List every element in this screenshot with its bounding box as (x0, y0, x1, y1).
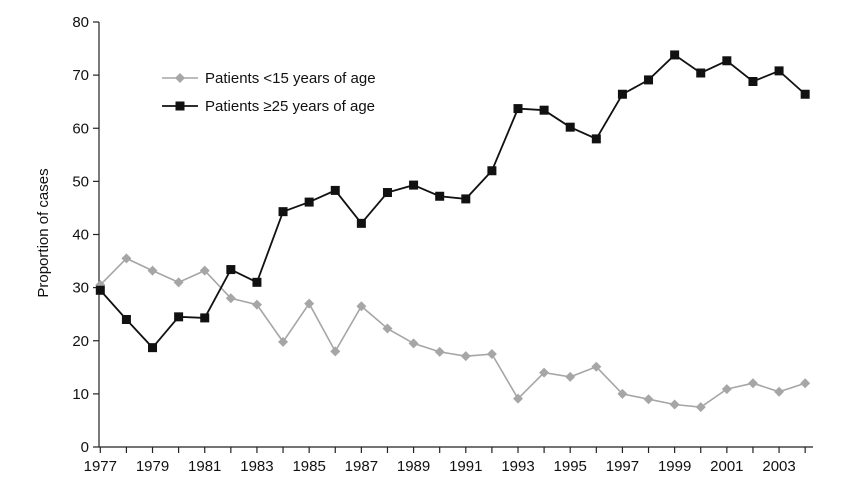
legend-item: Patients ≥25 years of age (162, 98, 375, 115)
data-point (330, 185, 340, 195)
data-point (200, 313, 210, 323)
data-point (199, 265, 210, 276)
data-point (774, 66, 784, 76)
data-point (539, 367, 550, 378)
x-tick-label: 1987 (345, 458, 378, 475)
data-point (460, 351, 471, 362)
data-point (670, 50, 680, 60)
data-point (695, 402, 706, 413)
data-point (382, 188, 392, 198)
y-tick-label: 70 (72, 67, 89, 84)
series-25-plus (95, 50, 810, 353)
x-tick-label: 2003 (762, 458, 795, 475)
x-axis: 1977 1979 1981 1983 1985 1987 1989 1991 1993 1995… (84, 446, 813, 475)
x-tick-label: 1983 (240, 458, 273, 475)
series-layer (95, 50, 811, 413)
y-axis-title: Proportion of cases (35, 168, 52, 297)
x-tick-label: 1985 (292, 458, 325, 475)
data-point (748, 77, 758, 86)
data-point (617, 388, 628, 399)
data-point (226, 265, 236, 275)
data-point (643, 394, 654, 405)
legend: Patients <15 years of age Patients ≥25 ye… (162, 70, 376, 115)
data-point (461, 194, 471, 204)
data-point (304, 298, 315, 309)
data-point (591, 361, 602, 372)
data-point (147, 265, 158, 276)
data-point (356, 301, 367, 312)
data-point (382, 323, 393, 334)
x-tick-label: 1981 (188, 458, 221, 475)
y-tick-label: 10 (72, 386, 89, 403)
data-point (95, 285, 105, 295)
data-point (251, 299, 262, 310)
data-point (252, 277, 262, 287)
x-tick-label: 1999 (658, 458, 691, 475)
y-tick-label: 0 (81, 439, 89, 456)
series-under-15 (95, 253, 811, 413)
data-point (591, 134, 601, 144)
data-point (148, 343, 158, 353)
legend-label: Patients ≥25 years of age (205, 98, 375, 115)
legend-label: Patients <15 years of age (205, 70, 376, 87)
y-axis: 0 10 20 30 40 50 60 70 80 (72, 14, 100, 456)
x-tick-label: 1989 (397, 458, 430, 475)
y-tick-label: 20 (72, 333, 89, 350)
data-point (278, 336, 289, 347)
data-point (774, 386, 785, 397)
y-tick-label: 50 (72, 173, 89, 190)
x-tick-label: 1977 (84, 458, 117, 475)
data-point (487, 166, 497, 176)
data-point (800, 378, 811, 389)
data-point (565, 371, 576, 382)
legend-marker (175, 101, 185, 111)
data-point (121, 253, 132, 264)
data-point (747, 378, 758, 389)
data-point (800, 89, 810, 99)
data-point (173, 277, 184, 288)
data-point (513, 104, 523, 114)
data-point (721, 384, 732, 395)
data-point (696, 68, 706, 78)
data-point (669, 399, 680, 410)
data-point (174, 312, 184, 322)
data-point (434, 346, 445, 357)
x-tick-label: 1991 (449, 458, 482, 475)
data-point (330, 346, 341, 357)
data-point (121, 315, 131, 324)
y-tick-label: 60 (72, 120, 89, 137)
data-point (278, 207, 288, 217)
series-line (99, 257, 806, 408)
data-point (408, 338, 419, 349)
x-tick-label: 1993 (501, 458, 534, 475)
data-point (435, 191, 445, 201)
data-point (356, 218, 366, 228)
y-tick-label: 80 (72, 14, 89, 31)
x-tick-label: 2001 (710, 458, 743, 475)
data-point (304, 197, 314, 207)
legend-item: Patients <15 years of age (162, 70, 376, 87)
data-point (513, 393, 524, 404)
data-point (644, 75, 654, 85)
y-tick-label: 40 (72, 227, 89, 244)
data-point (539, 105, 549, 115)
x-tick-label: 1979 (136, 458, 169, 475)
data-point (565, 122, 575, 132)
data-point (486, 349, 497, 360)
legend-marker (175, 73, 185, 83)
data-point (722, 56, 732, 66)
data-point (409, 180, 419, 190)
data-point (617, 89, 627, 99)
data-point (225, 293, 236, 304)
x-tick-label: 1995 (554, 458, 587, 475)
series-line (99, 53, 806, 350)
y-tick-label: 30 (72, 280, 89, 297)
x-tick-label: 1997 (606, 458, 639, 475)
